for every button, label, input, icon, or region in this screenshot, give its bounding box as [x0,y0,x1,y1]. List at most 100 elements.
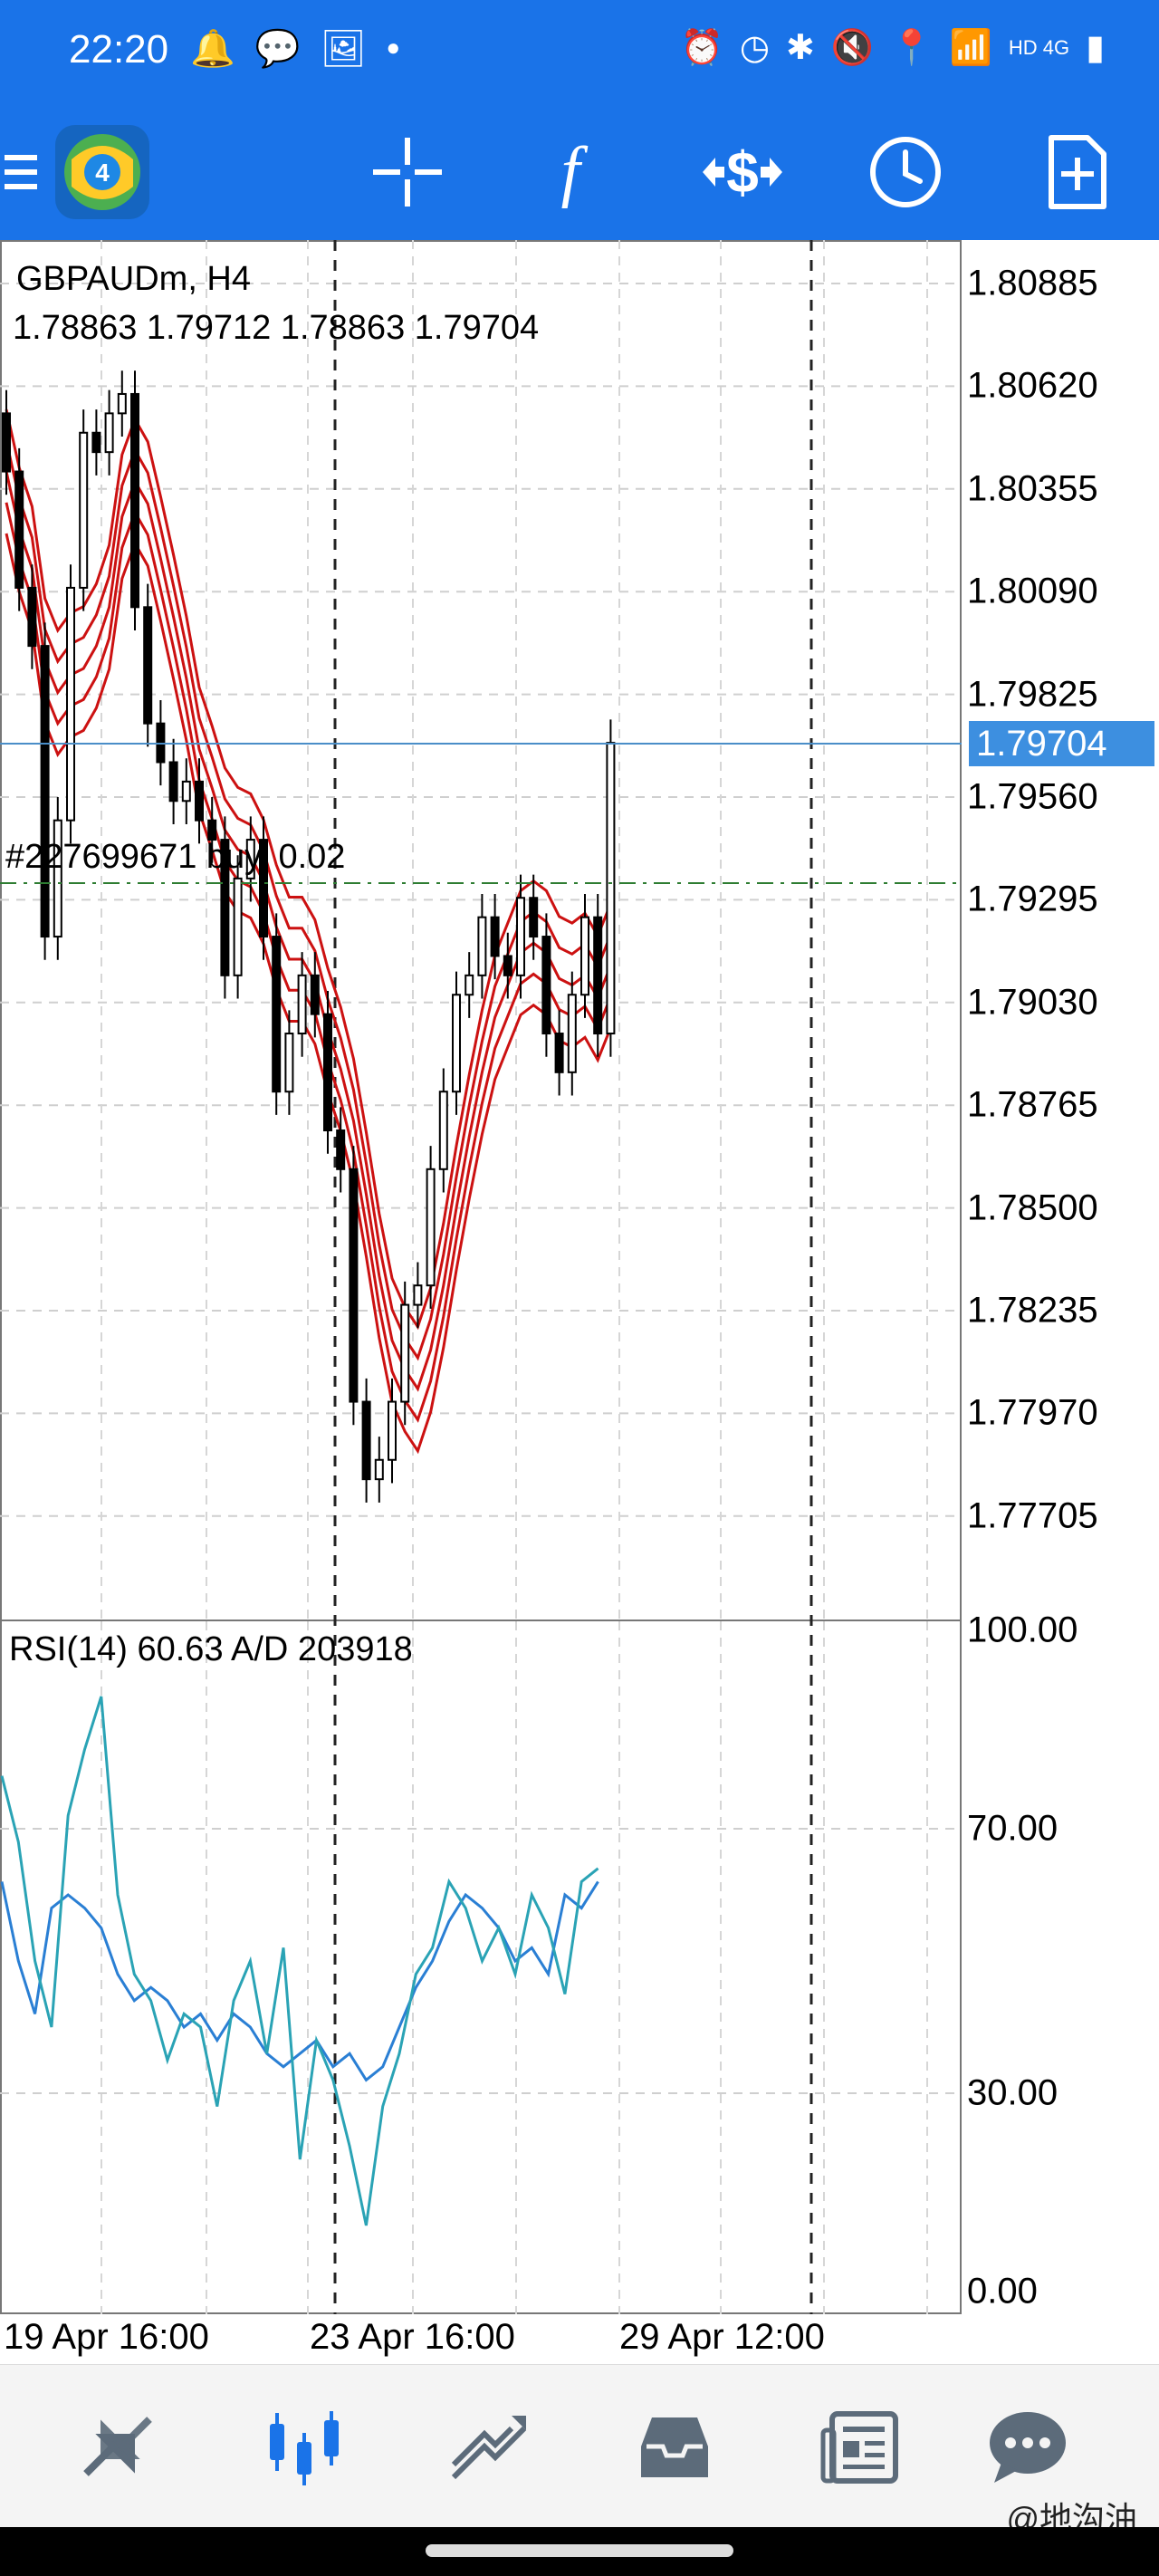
chart-toolbar: 4 f $ [0,104,1159,240]
ohlc-label: 1.78863 1.79712 1.78863 1.79704 [13,309,540,347]
news-icon[interactable] [801,2365,919,2528]
candle-body [554,1033,564,1073]
hd-4g-signal-icon: HD 4G [1008,35,1070,59]
x-label-3: 29 Apr 12:00 [619,2317,825,2357]
candle-body [606,742,616,1035]
candle-body [284,1033,294,1093]
trade-icon[interactable] [430,2365,548,2528]
rsi-label: RSI(14) 60.63 A/D 203918 [9,1630,413,1668]
svg-text:4: 4 [95,159,110,187]
chart-area[interactable]: GBPAUDm, H4 1.78863 1.79712 1.78863 1.79… [0,240,1159,2364]
candle-body [117,392,127,415]
indicators-icon[interactable]: f [516,104,625,240]
crosshair-icon[interactable] [353,104,462,240]
candle-body [130,392,139,609]
candle-body [388,1400,397,1461]
candle-body [438,1091,448,1170]
price-tick-label: 1.78765 [967,1084,1098,1125]
candle-body [593,916,603,1035]
chat-icon[interactable] [969,2365,1087,2528]
alarm-icon: ⏰ [680,28,723,67]
candle-body [53,819,62,938]
candle-body [40,645,50,938]
candle-body [503,955,512,976]
history-icon[interactable] [616,2365,733,2528]
envelope-band [5,471,612,1392]
candle-body [310,974,320,1015]
candle-body [426,1168,436,1287]
candle-body [516,897,525,976]
candle-body [233,877,243,976]
gallery-icon: 🖼 [320,29,367,69]
home-handle[interactable] [426,2544,733,2557]
candle-body [104,412,114,454]
candle-body [207,819,217,841]
candle-body [361,1400,371,1481]
candle-body [413,1284,423,1306]
position-label: #227699671 buy, 0.02 [5,838,346,876]
candle-body [2,412,11,473]
candle-body [66,586,75,822]
candle-body [168,761,178,803]
wechat-icon: 💬 [254,29,301,69]
bottom-nav [0,2364,1159,2528]
status-bar: 22:20 🔔 💬 🖼 ● ⏰ ◷ ✱ 🔇 📍 📶 HD 4G ▮ [0,0,1159,104]
trade-icon[interactable]: $ [684,104,801,240]
bell-icon: 🔔 [190,29,235,69]
envelope-band [5,502,612,1423]
price-tick-label: 1.80090 [967,571,1098,611]
svg-text:$: $ [726,139,759,205]
metatrader-logo[interactable]: 4 [53,104,152,240]
rsi-tick-label: 0.00 [967,2271,1038,2312]
candle-body [79,431,89,589]
candle-body [143,606,153,725]
price-tick-label: 1.78235 [967,1290,1098,1331]
candle-body [452,994,461,1093]
candle-body [529,897,539,938]
envelope-band [5,533,612,1455]
candle-body [181,780,191,803]
symbol-label: GBPAUDm, H4 [16,260,252,298]
candle-body [477,916,487,976]
candle-body [27,586,37,648]
candle-body [374,1458,384,1481]
svg-text:f: f [560,136,588,208]
status-left-icons: 🔔 💬 🖼 ● [190,27,400,70]
price-tick-label: 1.77970 [967,1392,1098,1433]
x-label-1: 19 Apr 16:00 [4,2317,209,2357]
chart-icon[interactable] [244,2365,362,2528]
clock-icon: ◷ [739,29,770,67]
candle-body [195,780,204,822]
rsi-tick-label: 70.00 [967,1808,1058,1849]
new-order-icon[interactable] [1023,104,1132,240]
quotes-icon[interactable] [59,2365,177,2528]
candle-body [259,839,268,938]
price-tick-label: 1.79295 [967,879,1098,919]
dot-icon: ● [386,34,401,61]
rsi-pane[interactable] [0,1621,962,2314]
candle-body [465,974,474,996]
candle-body [490,916,500,957]
period-icon[interactable] [851,104,960,240]
wifi-icon: 📶 [949,28,992,67]
price-tick-label: 1.77705 [967,1495,1098,1536]
price-pane[interactable] [0,240,962,1621]
rsi-line [0,1696,599,2226]
price-tick-label: 1.80355 [967,468,1098,509]
price-tick-label: 1.80620 [967,365,1098,406]
candle-body [245,839,255,879]
price-tick-label: 1.79030 [967,982,1098,1023]
price-tick-label: 1.79825 [967,674,1098,715]
bluetooth-icon: ✱ [786,29,815,67]
status-time: 22:20 [69,27,169,72]
price-tick-label: 1.78500 [967,1187,1098,1228]
candle-body [567,994,577,1073]
candle-body [272,936,282,1093]
battery-icon: ▮ [1086,29,1105,67]
ad-line [0,1880,599,2082]
chart-canvas [0,240,962,2314]
location-icon: 📍 [890,28,934,67]
status-right-icons: ⏰ ◷ ✱ 🔇 📍 📶 HD 4G ▮ [681,27,1106,68]
menu-icon[interactable] [0,104,45,240]
candle-body [580,916,589,996]
